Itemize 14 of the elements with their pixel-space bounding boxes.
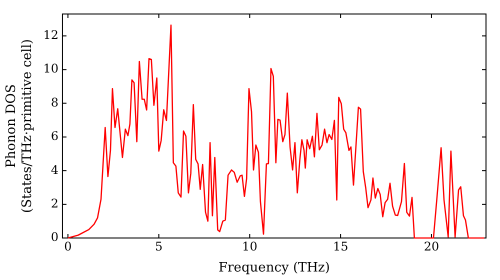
y-tick-label: 4 [50,162,59,177]
y-tick-label: 2 [50,196,58,210]
y-axis-title: Phonon DOS (States/THz·primitive cell) [4,38,35,214]
x-tick-label: 0 [64,239,72,254]
y-tick-label: 10 [43,62,58,76]
x-tick-label: 10 [242,239,258,254]
y-tick-label: 0 [50,230,58,244]
y-tick-label: 12 [43,28,58,42]
y-tick-label: 8 [50,95,58,110]
x-tick-label: 5 [154,239,163,254]
x-tick-label: 20 [424,239,440,254]
y-tick-label: 6 [50,129,58,144]
x-axis-title: Frequency (THz) [218,260,330,276]
x-tick-label: 15 [332,239,348,254]
